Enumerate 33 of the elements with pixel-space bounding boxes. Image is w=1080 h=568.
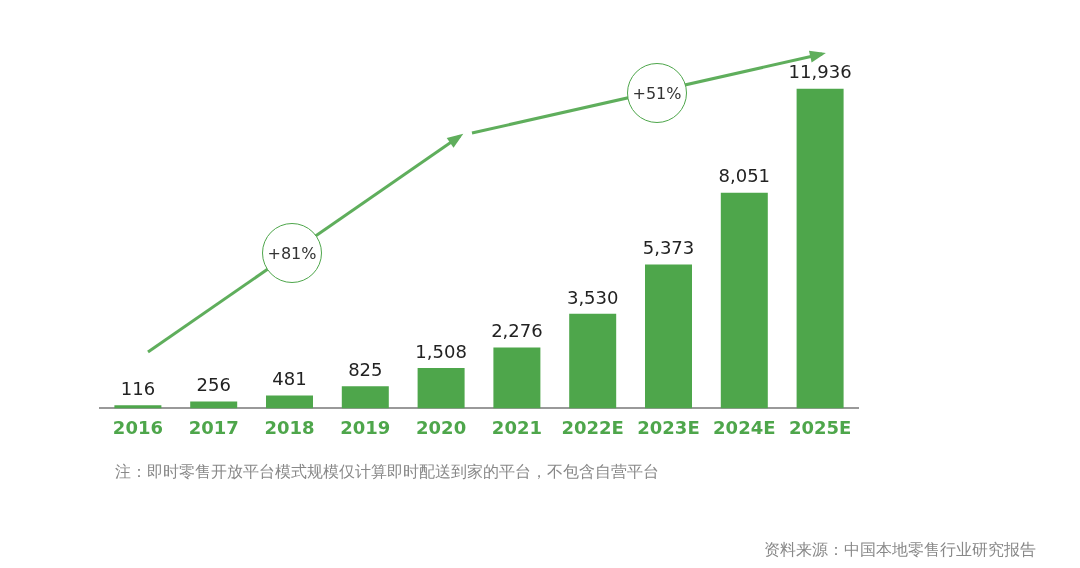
x-tick-label: 2025E [788,416,852,438]
data-label: 116 [120,377,156,399]
data-label: 1,508 [415,340,467,362]
bar [569,313,617,409]
x-tick-label: 2019 [340,416,391,438]
data-label: 256 [196,374,231,396]
circle-badge: +81% [262,223,322,283]
circle-badge: +51% [627,63,687,123]
data-label: 5,373 [642,237,695,259]
data-label: 11,936 [788,61,852,83]
data-label: 825 [348,358,383,380]
bar [266,395,313,409]
x-tick-label: 2022E [561,416,624,438]
bar [341,386,389,409]
text: 资料来源：中国本地零售行业研究报告 [764,540,1036,561]
bar [720,192,768,409]
data-label: 481 [272,368,307,390]
data-label: 8,051 [718,165,771,187]
text: 注：即时零售开放平台模式规模仅计算即时配送到家的平台，不包含自营平台 [115,462,659,483]
x-tick-label: 2023E [637,416,700,438]
x-tick-label: 2024E [713,416,776,438]
x-tick-label: 2021 [491,416,542,438]
bar [493,347,541,409]
bar [417,368,465,409]
x-tick-label: 2017 [188,416,239,438]
bar [114,405,162,409]
bar [796,88,844,409]
bar [645,264,692,409]
x-tick-label: 2016 [112,416,163,438]
data-label: 2,276 [491,320,543,342]
x-tick-label: 2020 [416,416,467,438]
data-label: 3,530 [566,286,619,308]
x-tick-label: 2018 [264,416,315,438]
